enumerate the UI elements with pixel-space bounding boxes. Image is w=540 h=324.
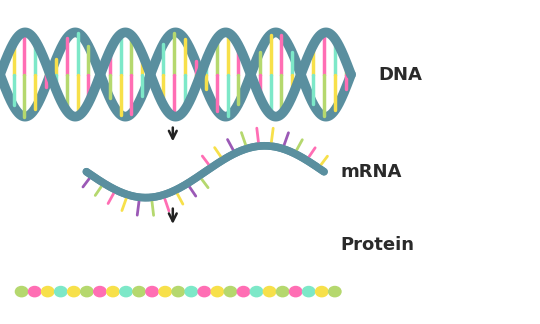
- Ellipse shape: [315, 286, 328, 297]
- Ellipse shape: [198, 286, 211, 297]
- Ellipse shape: [68, 286, 80, 297]
- Ellipse shape: [120, 286, 132, 297]
- Text: mRNA: mRNA: [340, 163, 402, 181]
- Ellipse shape: [146, 286, 158, 297]
- Ellipse shape: [211, 286, 224, 297]
- Ellipse shape: [16, 286, 28, 297]
- Ellipse shape: [302, 286, 315, 297]
- Ellipse shape: [172, 286, 184, 297]
- Ellipse shape: [264, 286, 276, 297]
- Ellipse shape: [329, 286, 341, 297]
- Ellipse shape: [80, 286, 93, 297]
- Ellipse shape: [276, 286, 289, 297]
- Ellipse shape: [107, 286, 119, 297]
- Ellipse shape: [94, 286, 106, 297]
- Ellipse shape: [55, 286, 67, 297]
- Ellipse shape: [237, 286, 249, 297]
- Ellipse shape: [251, 286, 262, 297]
- Text: Protein: Protein: [340, 236, 414, 254]
- Ellipse shape: [133, 286, 145, 297]
- Text: DNA: DNA: [378, 65, 422, 84]
- Ellipse shape: [29, 286, 41, 297]
- Ellipse shape: [159, 286, 171, 297]
- Ellipse shape: [224, 286, 237, 297]
- Ellipse shape: [42, 286, 54, 297]
- Ellipse shape: [289, 286, 302, 297]
- Ellipse shape: [185, 286, 198, 297]
